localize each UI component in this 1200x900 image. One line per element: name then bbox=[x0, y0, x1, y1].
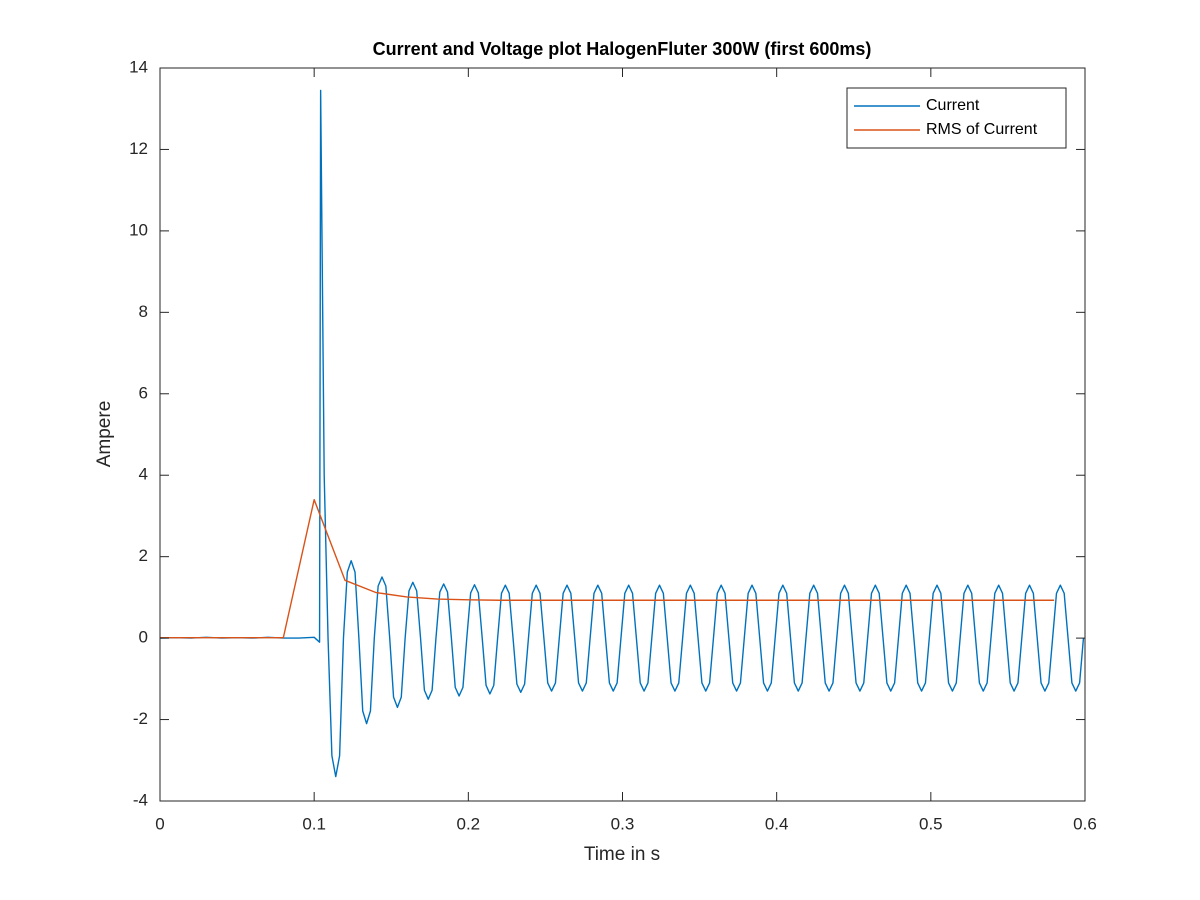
legend-label: RMS of Current bbox=[926, 121, 1038, 138]
legend-box bbox=[846, 87, 1067, 149]
legend-label: Current bbox=[926, 97, 980, 114]
y-tick-label: 12 bbox=[129, 139, 148, 158]
x-tick-label: 0.1 bbox=[302, 814, 326, 833]
plot-area bbox=[160, 68, 1085, 801]
y-tick-label: 8 bbox=[139, 302, 148, 321]
data-line bbox=[159, 89, 1085, 778]
y-axis-label: Ampere bbox=[94, 401, 115, 468]
y-tick-label: 14 bbox=[129, 57, 148, 76]
y-tick-label: -2 bbox=[133, 709, 148, 728]
y-tick-label: 10 bbox=[129, 220, 148, 239]
legend: Current RMS of Current bbox=[846, 87, 1067, 149]
y-tick-label: -4 bbox=[133, 790, 148, 809]
data-line bbox=[160, 498, 1055, 639]
x-axis-label: Time in s bbox=[584, 844, 660, 865]
x-tick-label: 0.2 bbox=[457, 814, 481, 833]
x-tick-label: 0.6 bbox=[1073, 814, 1097, 833]
y-tick-label: 0 bbox=[139, 628, 148, 647]
chart-title: Current and Voltage plot HalogenFluter 3… bbox=[373, 39, 872, 59]
x-tick-label: 0 bbox=[155, 814, 164, 833]
y-tick-label: 4 bbox=[139, 465, 148, 484]
x-tick-label: 0.4 bbox=[765, 814, 789, 833]
x-tick-label: 0.3 bbox=[611, 814, 635, 833]
x-tick-label: 0.5 bbox=[919, 814, 943, 833]
y-tick-label: 6 bbox=[139, 383, 148, 402]
y-tick-label: 2 bbox=[139, 546, 148, 565]
